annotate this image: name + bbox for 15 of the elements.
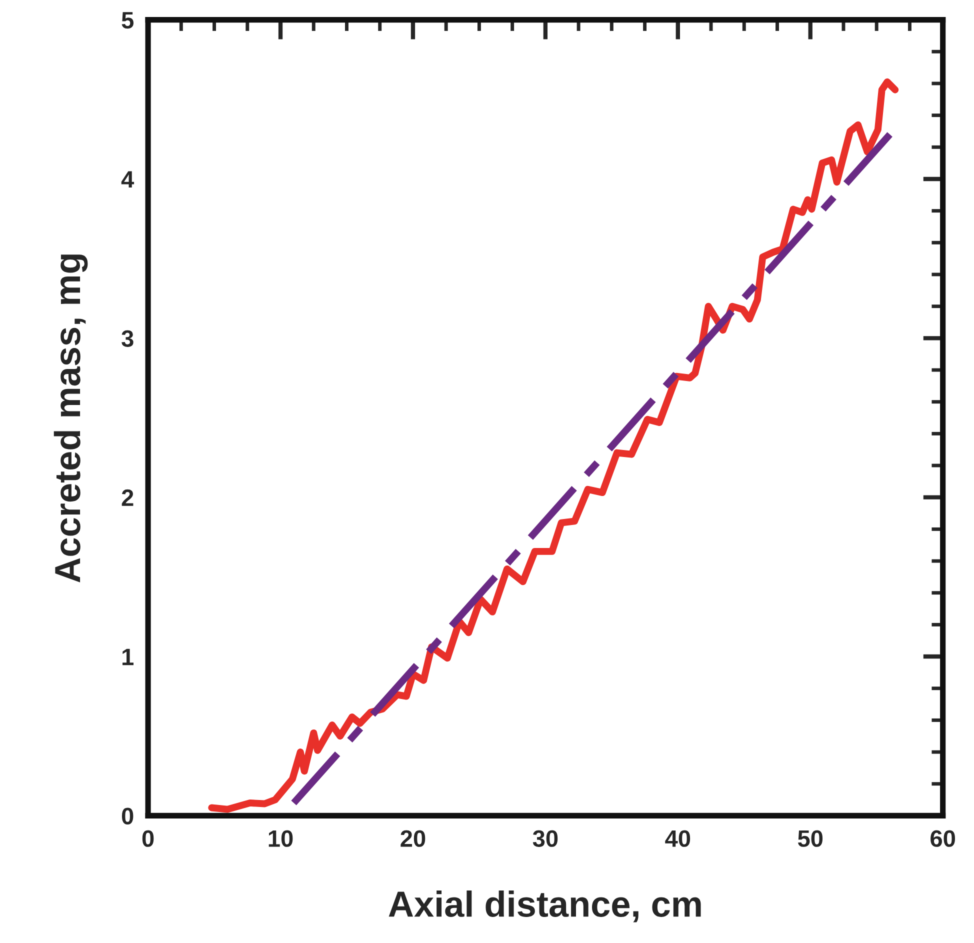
x-tick-label: 20: [400, 830, 426, 847]
y-axis-title: Accreted mass, mg: [54, 254, 88, 582]
y-tick-label: 3: [122, 330, 134, 347]
x-tick-label: 40: [665, 830, 690, 847]
y-tick-label: 0: [122, 808, 134, 824]
x-tick-label: 50: [798, 830, 823, 847]
x-tick-label: 10: [268, 830, 293, 847]
y-tick-label: 2: [122, 489, 134, 506]
x-axis-title: Axial distance, cm: [388, 890, 701, 922]
x-tick-label: 60: [930, 830, 955, 847]
x-tick-label: 30: [532, 830, 558, 847]
y-tick-label: 4: [121, 171, 134, 188]
y-tick-label: 5: [122, 12, 134, 29]
y-tick-label: 1: [122, 648, 134, 666]
x-tick-label: 0: [142, 830, 154, 847]
